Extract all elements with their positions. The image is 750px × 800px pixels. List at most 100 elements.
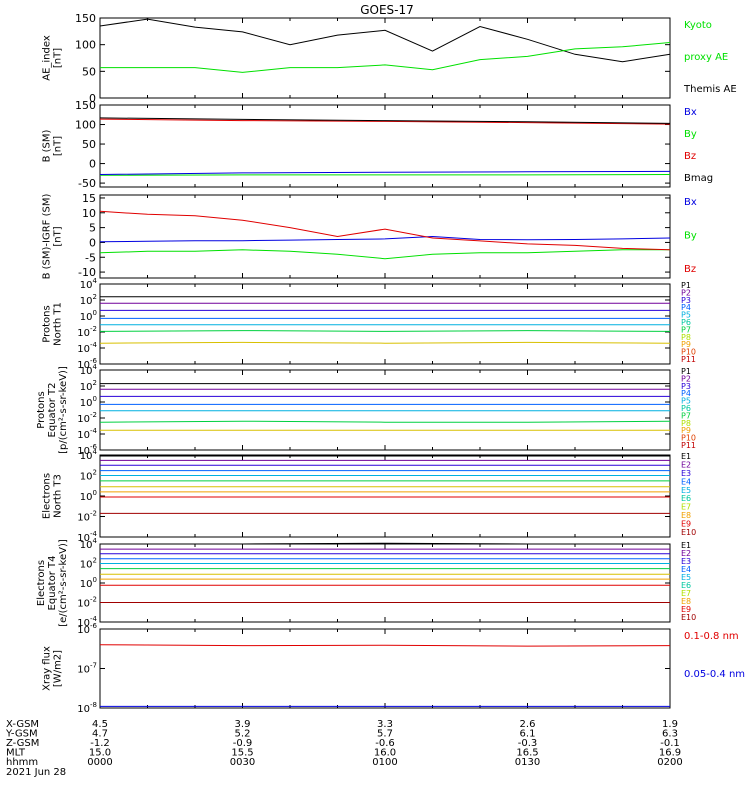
tick-base: 10: [77, 599, 90, 610]
y-axis-label-line: North T3: [53, 474, 64, 518]
y-axis-label-line: [nT]: [53, 136, 64, 156]
legend-entry: P4: [681, 303, 691, 312]
legend-entry: P7: [681, 325, 691, 334]
tick-exponent: -8: [90, 701, 97, 709]
tick-exponent: -2: [90, 596, 97, 604]
legend-entry: 0.05-0.4 nm: [684, 669, 745, 680]
legend-entry: P1: [681, 367, 691, 376]
tick-base: 10: [77, 618, 90, 629]
y-axis-label: Protons North T1: [42, 302, 64, 346]
legend-entry: P8: [681, 419, 691, 428]
orbit-value: 16.5: [516, 748, 538, 759]
orbit-value: 5.2: [235, 729, 251, 740]
legend-entry: Bz: [684, 264, 696, 275]
y-axis-label-line: North T1: [53, 302, 64, 346]
y-tick-label: 10-2: [77, 411, 97, 425]
tick-base: 10: [77, 430, 90, 441]
y-tick-label: 10-6: [77, 622, 97, 636]
tick-base: 10: [80, 382, 93, 393]
orbit-value: 2.6: [520, 719, 536, 730]
tick-base: 10: [77, 344, 90, 355]
series-line-bx: [99, 235, 671, 243]
orbit-value: 6.1: [520, 729, 536, 740]
y-tick-label: 102: [80, 557, 97, 571]
legend-entry: E8: [681, 511, 691, 520]
y-axis-label-line: Equator T2: [47, 383, 58, 438]
legend-entry: P11: [681, 355, 696, 364]
y-tick-label: 10-4: [77, 427, 97, 441]
series-line-kyoto-proxy-ae: [100, 42, 671, 73]
legend-entry: E5: [681, 486, 691, 495]
legend-entry: E10: [681, 613, 696, 622]
panel-frame: [99, 369, 671, 451]
legend-entry: E6: [681, 581, 691, 590]
tick-exponent: -2: [90, 510, 97, 518]
series-line-p7: [99, 330, 671, 332]
y-tick-label: 10-7: [77, 662, 97, 676]
orbit-table: X-GSM 4.5 3.9 3.3 2.6 1.9 Y-GSM 4.7 5.2 5.7 6.1 6.3…: [5, 719, 683, 768]
series-line-by: [99, 174, 671, 176]
y-tick-label: 10-2: [77, 325, 97, 339]
orbit-row-label: Y-GSM: [5, 729, 38, 740]
panel-frame: [99, 454, 671, 538]
legend-entry: E3: [681, 469, 691, 478]
tick-base: 10: [77, 446, 90, 457]
orbit-value: 1.9: [662, 719, 678, 730]
tick-exponent: 4: [93, 537, 98, 545]
tick-base: 10: [77, 328, 90, 339]
tick-exponent: 4: [93, 363, 98, 371]
legend-entry: P11: [681, 441, 696, 450]
y-tick-label: 50: [82, 138, 96, 151]
y-axis-label: AE_index [nT]: [42, 35, 64, 81]
tick-exponent: 2: [93, 469, 97, 477]
y-tick-label: 102: [80, 293, 97, 307]
y-tick-label: 100: [75, 119, 96, 132]
y-axis-label-line: Protons: [42, 305, 53, 342]
y-tick-label: 0: [89, 236, 96, 249]
tick-exponent: 2: [93, 557, 97, 565]
tick-base: 10: [77, 513, 90, 524]
y-axis-label-line: Protons: [36, 391, 47, 428]
legend-entry: E5: [681, 573, 691, 582]
legend-entry: E9: [681, 605, 691, 614]
orbit-row-label: MLT: [6, 748, 26, 759]
tick-exponent: -4: [90, 530, 98, 538]
legend-entry: E10: [681, 528, 696, 537]
tick-exponent: 0: [93, 576, 97, 584]
tick-base: 10: [80, 312, 93, 323]
y-tick-label: 102: [80, 469, 97, 483]
panel-frame: [99, 194, 671, 279]
series-line-bmag: [99, 117, 671, 124]
y-tick-label: 104: [80, 277, 98, 291]
tick-base: 10: [77, 533, 90, 544]
tick-exponent: 0: [93, 395, 97, 403]
legend-entry: E2: [681, 460, 691, 469]
orbit-value: 6.3: [662, 729, 678, 740]
orbit-row-label: hhmm: [6, 757, 38, 768]
y-axis-label-line: Electrons: [36, 560, 47, 606]
y-tick-label: 10-8: [77, 701, 97, 715]
series-line-bz: [99, 210, 671, 251]
y-tick-label: -10: [78, 266, 96, 279]
orbit-value: 0100: [372, 757, 397, 768]
legend-entry: P2: [681, 374, 691, 383]
y-tick-label: 104: [80, 363, 98, 377]
y-axis-label-line: Equator T4: [47, 556, 58, 611]
tick-exponent: -6: [90, 357, 98, 365]
legend-entry: P6: [681, 318, 691, 327]
legend-entry: P10: [681, 434, 696, 443]
orbit-value: -0.1: [660, 738, 680, 749]
orbit-value: -0.3: [518, 738, 538, 749]
legend-entry: P8: [681, 333, 691, 342]
y-axis-label-line: [e/(cm²-s-sr-keV)]: [58, 539, 69, 627]
legend-entry: E3: [681, 557, 691, 566]
orbit-value: 16.0: [374, 748, 396, 759]
y-tick-label: 10-4: [77, 530, 97, 544]
tick-base: 10: [80, 579, 93, 590]
tick-base: 10: [80, 280, 93, 291]
panel-frame: [99, 628, 671, 709]
